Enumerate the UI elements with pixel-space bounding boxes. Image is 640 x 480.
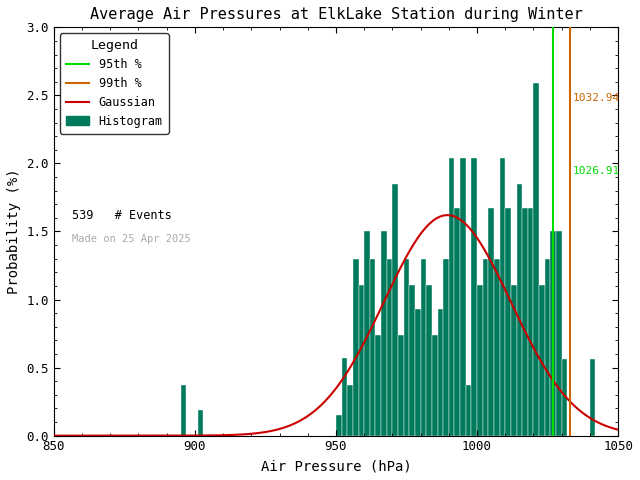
Bar (381, 231, 387, 436)
Bar (550, 231, 556, 436)
Bar (533, 83, 539, 436)
Bar (488, 208, 494, 436)
Bar (398, 335, 404, 436)
Bar (387, 259, 392, 436)
Bar (454, 208, 460, 436)
Bar (500, 158, 505, 436)
Bar (353, 259, 358, 436)
Bar (415, 309, 420, 436)
Bar (198, 410, 204, 436)
Bar (562, 360, 567, 436)
Bar (545, 259, 550, 436)
Bar (376, 335, 381, 436)
Bar (348, 385, 353, 436)
Bar (460, 158, 466, 436)
Text: 1032.94: 1032.94 (573, 93, 620, 103)
Bar (410, 285, 415, 436)
Bar (438, 309, 443, 436)
Bar (370, 259, 376, 436)
Bar (342, 358, 348, 436)
Bar (336, 415, 342, 436)
Bar (511, 285, 516, 436)
Bar (420, 259, 426, 436)
Bar (483, 259, 488, 436)
Bar (477, 285, 483, 436)
Bar (556, 231, 562, 436)
Bar (539, 285, 545, 436)
Bar (392, 184, 398, 436)
Bar (432, 335, 438, 436)
Bar (516, 184, 522, 436)
Bar (466, 385, 472, 436)
Text: 1026.91: 1026.91 (573, 166, 620, 176)
Bar (522, 208, 528, 436)
Bar (449, 158, 454, 436)
Bar (426, 285, 432, 436)
Bar (590, 360, 595, 436)
Title: Average Air Pressures at ElkLake Station during Winter: Average Air Pressures at ElkLake Station… (90, 7, 582, 22)
Bar (364, 231, 370, 436)
Bar (358, 285, 364, 436)
Bar (505, 208, 511, 436)
Text: 539   # Events: 539 # Events (72, 209, 172, 222)
Bar (494, 259, 500, 436)
Bar (181, 385, 186, 436)
Bar (404, 259, 410, 436)
Bar (528, 208, 533, 436)
Legend: 95th %, 99th %, Gaussian, Histogram: 95th %, 99th %, Gaussian, Histogram (60, 33, 169, 133)
Y-axis label: Probability (%): Probability (%) (7, 168, 21, 294)
Bar (443, 259, 449, 436)
X-axis label: Air Pressure (hPa): Air Pressure (hPa) (260, 459, 412, 473)
Text: Made on 25 Apr 2025: Made on 25 Apr 2025 (72, 233, 191, 243)
Bar (472, 158, 477, 436)
